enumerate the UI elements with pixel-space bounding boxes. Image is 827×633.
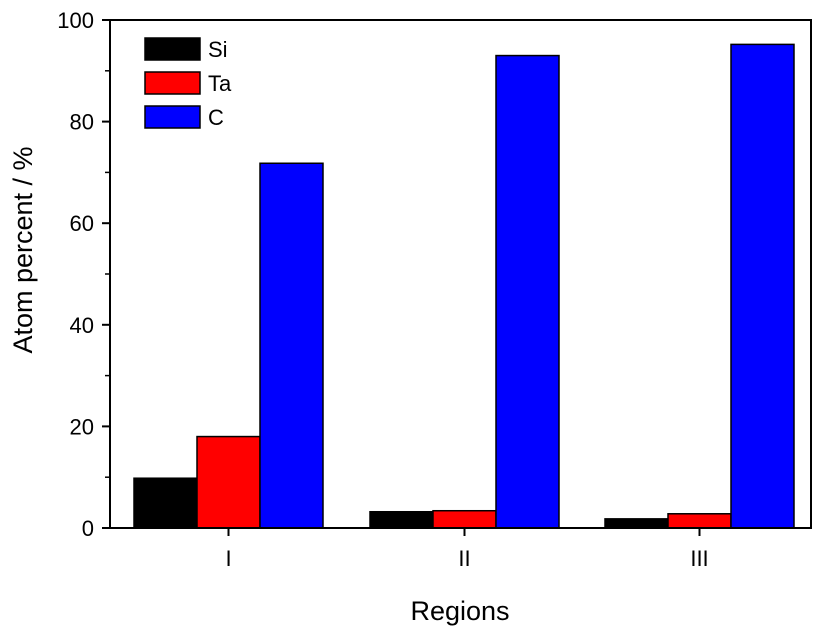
legend-swatch-ta [144,71,201,95]
bars-group [133,43,795,529]
bar-si-iii [604,518,669,529]
x-tick-label: III [690,546,708,571]
y-tick-label: 100 [57,8,94,33]
y-tick-label: 0 [82,516,94,541]
y-tick-label: 20 [70,414,94,439]
bar-si-i [133,477,198,529]
y-tick-label: 40 [70,313,94,338]
legend-swatch-c [144,105,201,129]
bar-c-i [259,162,324,529]
x-axis-title: Regions [410,596,509,626]
bar-si-ii [369,510,434,529]
legend-label-ta: Ta [208,71,232,96]
bar-ta-iii [667,513,732,529]
y-axis-ticks: 0 20 40 60 80 100 [57,8,110,541]
bar-c-ii [495,54,560,529]
y-tick-label: 80 [70,110,94,135]
y-tick-label: 60 [70,211,94,236]
legend-label-c: C [208,105,224,130]
x-tick-label: I [225,546,231,571]
x-axis-ticks: I II III [225,528,709,571]
legend-label-si: Si [208,37,228,62]
bar-c-iii [730,43,795,529]
bar-ta-i [196,435,261,529]
x-tick-label: II [458,546,470,571]
y-axis-title: Atom percent / % [8,146,38,353]
legend-swatch-si [144,37,201,61]
bar-ta-ii [432,509,497,529]
legend: Si Ta C [144,37,232,130]
